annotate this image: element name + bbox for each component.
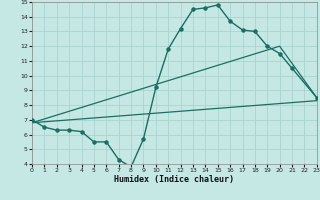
X-axis label: Humidex (Indice chaleur): Humidex (Indice chaleur) [115,175,234,184]
